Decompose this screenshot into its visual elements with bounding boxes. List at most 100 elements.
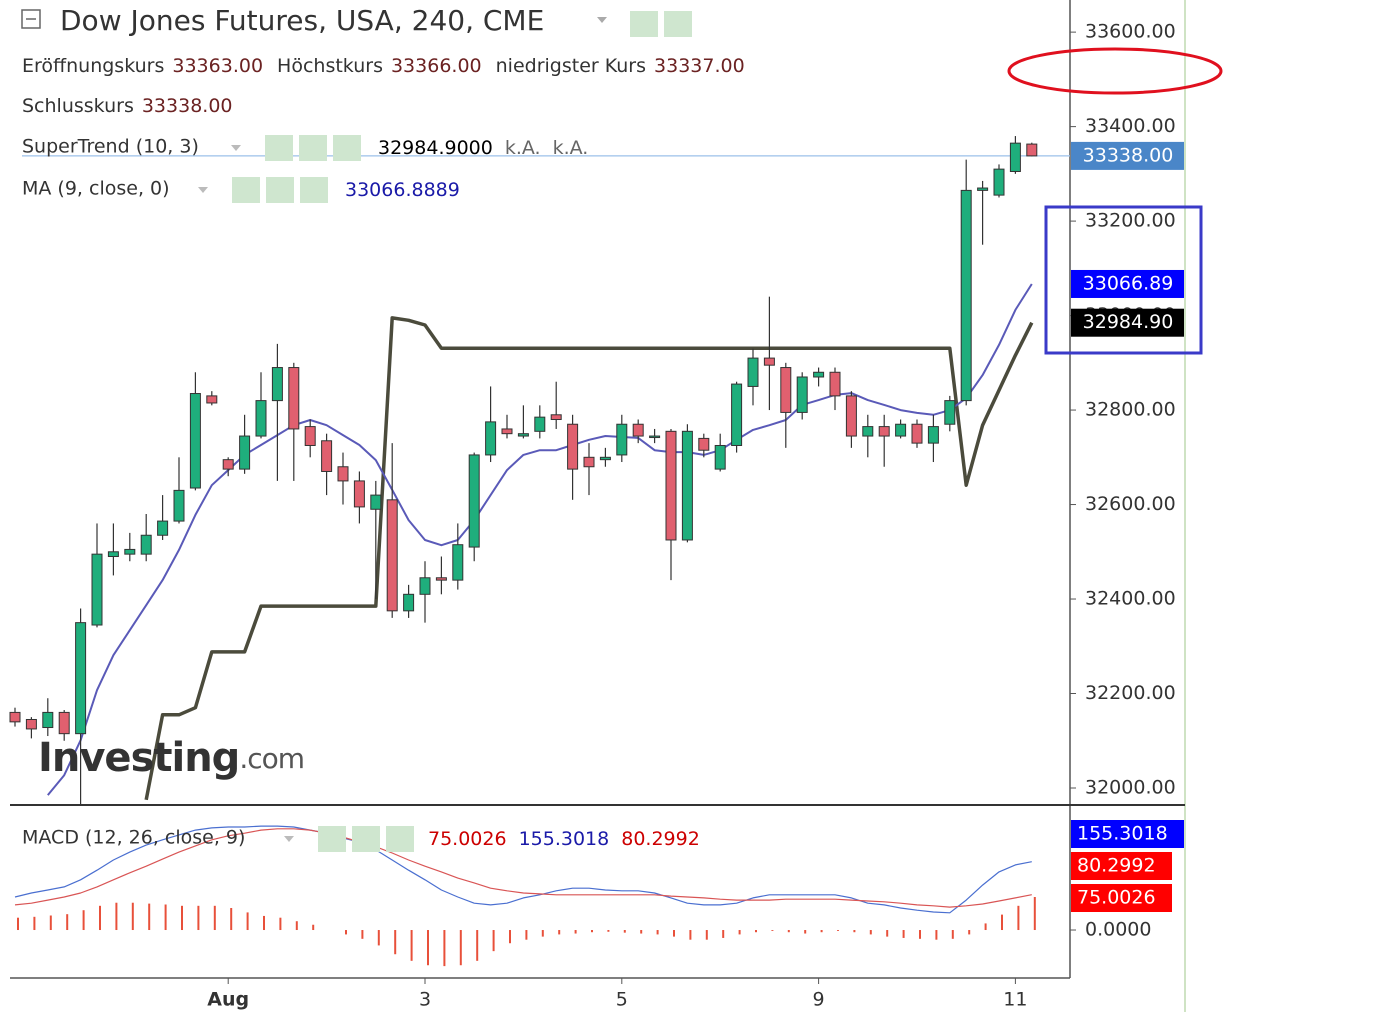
candle-body — [681, 430, 693, 541]
price-tag-label: 80.2992 — [1077, 855, 1156, 877]
candle-body — [255, 400, 267, 437]
price-tag-label: 32984.90 — [1083, 311, 1174, 333]
y-tick-label: 32200.00 — [1085, 682, 1176, 704]
candle-body — [9, 711, 21, 723]
candle-body — [813, 371, 825, 378]
gear-icon[interactable] — [664, 11, 692, 37]
candle-body — [452, 544, 464, 581]
indicator-value: 155.3018 — [519, 828, 610, 850]
indicator-value: 80.2992 — [621, 828, 700, 850]
y-tick-label: 33600.00 — [1085, 21, 1176, 43]
candle-body — [895, 423, 907, 437]
quote-value: 33338.00 — [142, 95, 233, 117]
candle-body — [534, 416, 546, 432]
candle-body — [271, 367, 283, 402]
legend-row: 75.0026 155.3018 80.2992 — [428, 828, 700, 850]
dropdown[interactable] — [231, 145, 241, 151]
candle-body — [173, 489, 185, 522]
quote-value: 33337.00 — [654, 55, 745, 77]
chart-title: Dow Jones Futures, USA, 240, CME — [60, 4, 544, 37]
candle-body — [960, 189, 972, 402]
eye-icon[interactable] — [318, 826, 346, 852]
eye-icon[interactable] — [232, 177, 260, 203]
legend-row: Schlusskurs 33338.00 — [22, 95, 233, 117]
quote-value: 33366.00 — [391, 55, 482, 77]
candle-body — [862, 426, 874, 437]
x-tick-label: 5 — [616, 989, 628, 1011]
candle-body — [698, 437, 710, 451]
price-tag-label: 75.0026 — [1077, 887, 1156, 909]
y-tick-label: 33200.00 — [1085, 210, 1176, 232]
candle-body — [567, 423, 579, 470]
legend-row: 33066.8889 — [345, 179, 460, 201]
dropdown[interactable] — [284, 836, 294, 842]
indicator-name: MACD (12, 26, close, 9) — [22, 827, 245, 849]
candle-body — [75, 622, 87, 735]
gear-icon[interactable] — [352, 826, 380, 852]
candle-body — [370, 494, 382, 510]
quote-label: Schlusskurs — [22, 95, 134, 117]
candle-body — [944, 400, 956, 425]
indicator-value: k.A. — [553, 137, 589, 159]
price-tag — [1071, 269, 1184, 298]
legend-row: Eröffnungskurs 33363.00 Höchstkurs 33366.00… — [22, 55, 745, 77]
dropdown[interactable] — [198, 187, 208, 193]
candle-body — [419, 577, 431, 595]
candle-body — [304, 426, 316, 446]
indicator-line — [47, 283, 1033, 796]
quote-label: Eröffnungskurs — [22, 55, 164, 77]
macd-plot — [14, 825, 1036, 967]
candle-body — [403, 593, 415, 612]
price-plot — [9, 136, 1070, 804]
eye-icon[interactable] — [630, 11, 658, 37]
indicator-name: SuperTrend (10, 3) — [22, 136, 199, 158]
indicator-name: MA (9, close, 0) — [22, 178, 170, 200]
gear-icon[interactable] — [266, 177, 294, 203]
candle-body — [829, 371, 841, 397]
overlay: Dow Jones Futures, USA, 240, CME Investi… — [21, 4, 1223, 852]
y-tick-label: 32400.00 — [1085, 588, 1176, 610]
candle-body — [58, 711, 70, 735]
price-tag — [1071, 141, 1184, 170]
candle-body — [714, 444, 726, 470]
candle-body — [977, 187, 989, 191]
price-tag — [1071, 308, 1184, 337]
price-tag — [1071, 820, 1184, 848]
candle-body — [845, 395, 857, 437]
legend-row: 32984.9000 k.A. k.A. — [378, 137, 588, 159]
candle-body — [288, 367, 300, 430]
candle-body — [25, 718, 37, 730]
candle-body — [747, 357, 759, 387]
price-tag — [1071, 852, 1172, 880]
annotation-box — [1044, 205, 1203, 355]
eye-icon[interactable] — [265, 135, 293, 161]
candle-body — [485, 421, 497, 456]
price-tag-label: 155.3018 — [1077, 823, 1168, 845]
quote-label: niedrigster Kurs — [496, 55, 646, 77]
macd-line — [14, 825, 1032, 914]
candle-body — [157, 520, 169, 536]
candle-body — [911, 423, 923, 444]
remove-icon[interactable] — [300, 177, 328, 203]
candle-body — [763, 357, 775, 366]
remove-icon[interactable] — [333, 135, 361, 161]
candle-body — [353, 480, 365, 508]
x-tick-label: Aug — [207, 989, 249, 1011]
x-tick-label: 3 — [419, 989, 431, 1011]
indicator-value: 33066.8889 — [345, 179, 460, 201]
quote-label: Höchstkurs — [277, 55, 383, 77]
y-tick-label: 32600.00 — [1085, 493, 1176, 515]
watermark: Investing.com — [38, 735, 304, 781]
candle-body — [107, 551, 119, 558]
candle-body — [649, 435, 661, 439]
remove-icon[interactable] — [386, 826, 414, 852]
candle-body — [1009, 142, 1021, 172]
indicator-line — [144, 316, 1034, 801]
dropdown[interactable] — [597, 17, 607, 23]
candle-body — [435, 577, 447, 581]
gear-icon[interactable] — [299, 135, 327, 161]
indicator-value: k.A. — [505, 137, 541, 159]
price-tag-label: 33338.00 — [1083, 144, 1174, 166]
candle-body — [632, 423, 644, 437]
watermark-suffix: .com — [239, 742, 304, 775]
